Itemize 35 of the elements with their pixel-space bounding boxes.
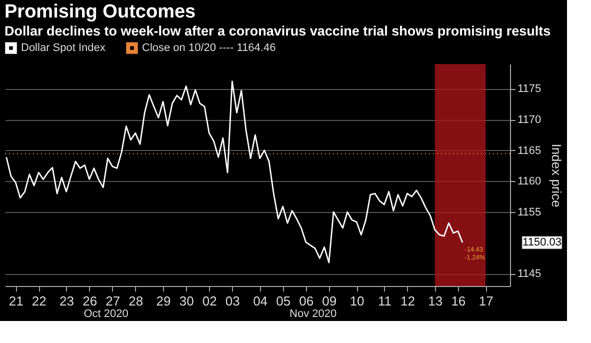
y-tick-label: 1165 bbox=[518, 144, 542, 157]
chart-subtitle: Dollar declines to week-low after a coronavirus vaccine trial shows promising results bbox=[4, 24, 551, 38]
text: 1150.03 bbox=[522, 236, 562, 249]
x-tick-label: 11 bbox=[378, 294, 392, 308]
x-tick-label: 02 bbox=[202, 294, 217, 308]
y-tick-label: 1170 bbox=[518, 114, 542, 126]
x-tick-label: 27 bbox=[106, 294, 120, 308]
x-tick-label: 21 bbox=[8, 294, 24, 308]
text: Nov 2020 bbox=[290, 308, 337, 320]
line-series bbox=[6, 80, 464, 264]
chart-title: Promising Outcomes bbox=[4, 2, 196, 22]
x-tick-label: 06 bbox=[299, 294, 314, 308]
x-tick-label: 05 bbox=[276, 294, 291, 308]
x-tick-label: 09 bbox=[322, 294, 337, 308]
x-tick-label: 22 bbox=[32, 294, 46, 308]
x-tick-label: 29 bbox=[156, 294, 171, 308]
x-tick-label: 04 bbox=[253, 294, 268, 308]
x-tick-label: 03 bbox=[225, 294, 240, 308]
legend-label: Close on 10/20 ---- 1164.46 bbox=[142, 42, 276, 54]
legend-label: Dollar Spot Index bbox=[21, 42, 106, 54]
x-tick-label: 16 bbox=[451, 294, 466, 308]
x-tick-label: 13 bbox=[428, 294, 443, 308]
y-tick-label: 1155 bbox=[518, 206, 542, 218]
x-tick-label: 10 bbox=[350, 294, 364, 308]
x-tick-label: 17 bbox=[478, 294, 494, 308]
x-tick-label: 28 bbox=[128, 294, 144, 308]
x-tick-label: 12 bbox=[400, 294, 415, 308]
x-tick-label: 26 bbox=[82, 294, 98, 308]
y-axis-title: Index price bbox=[549, 144, 564, 208]
x-tick-label: 30 bbox=[179, 294, 194, 308]
y-tick-label: 1175 bbox=[518, 83, 542, 96]
x-tick-label: 23 bbox=[60, 294, 74, 308]
text: Oct 2020 bbox=[84, 308, 128, 320]
y-tick-label: 1160 bbox=[518, 176, 542, 188]
y-tick-label: 1145 bbox=[518, 268, 542, 280]
